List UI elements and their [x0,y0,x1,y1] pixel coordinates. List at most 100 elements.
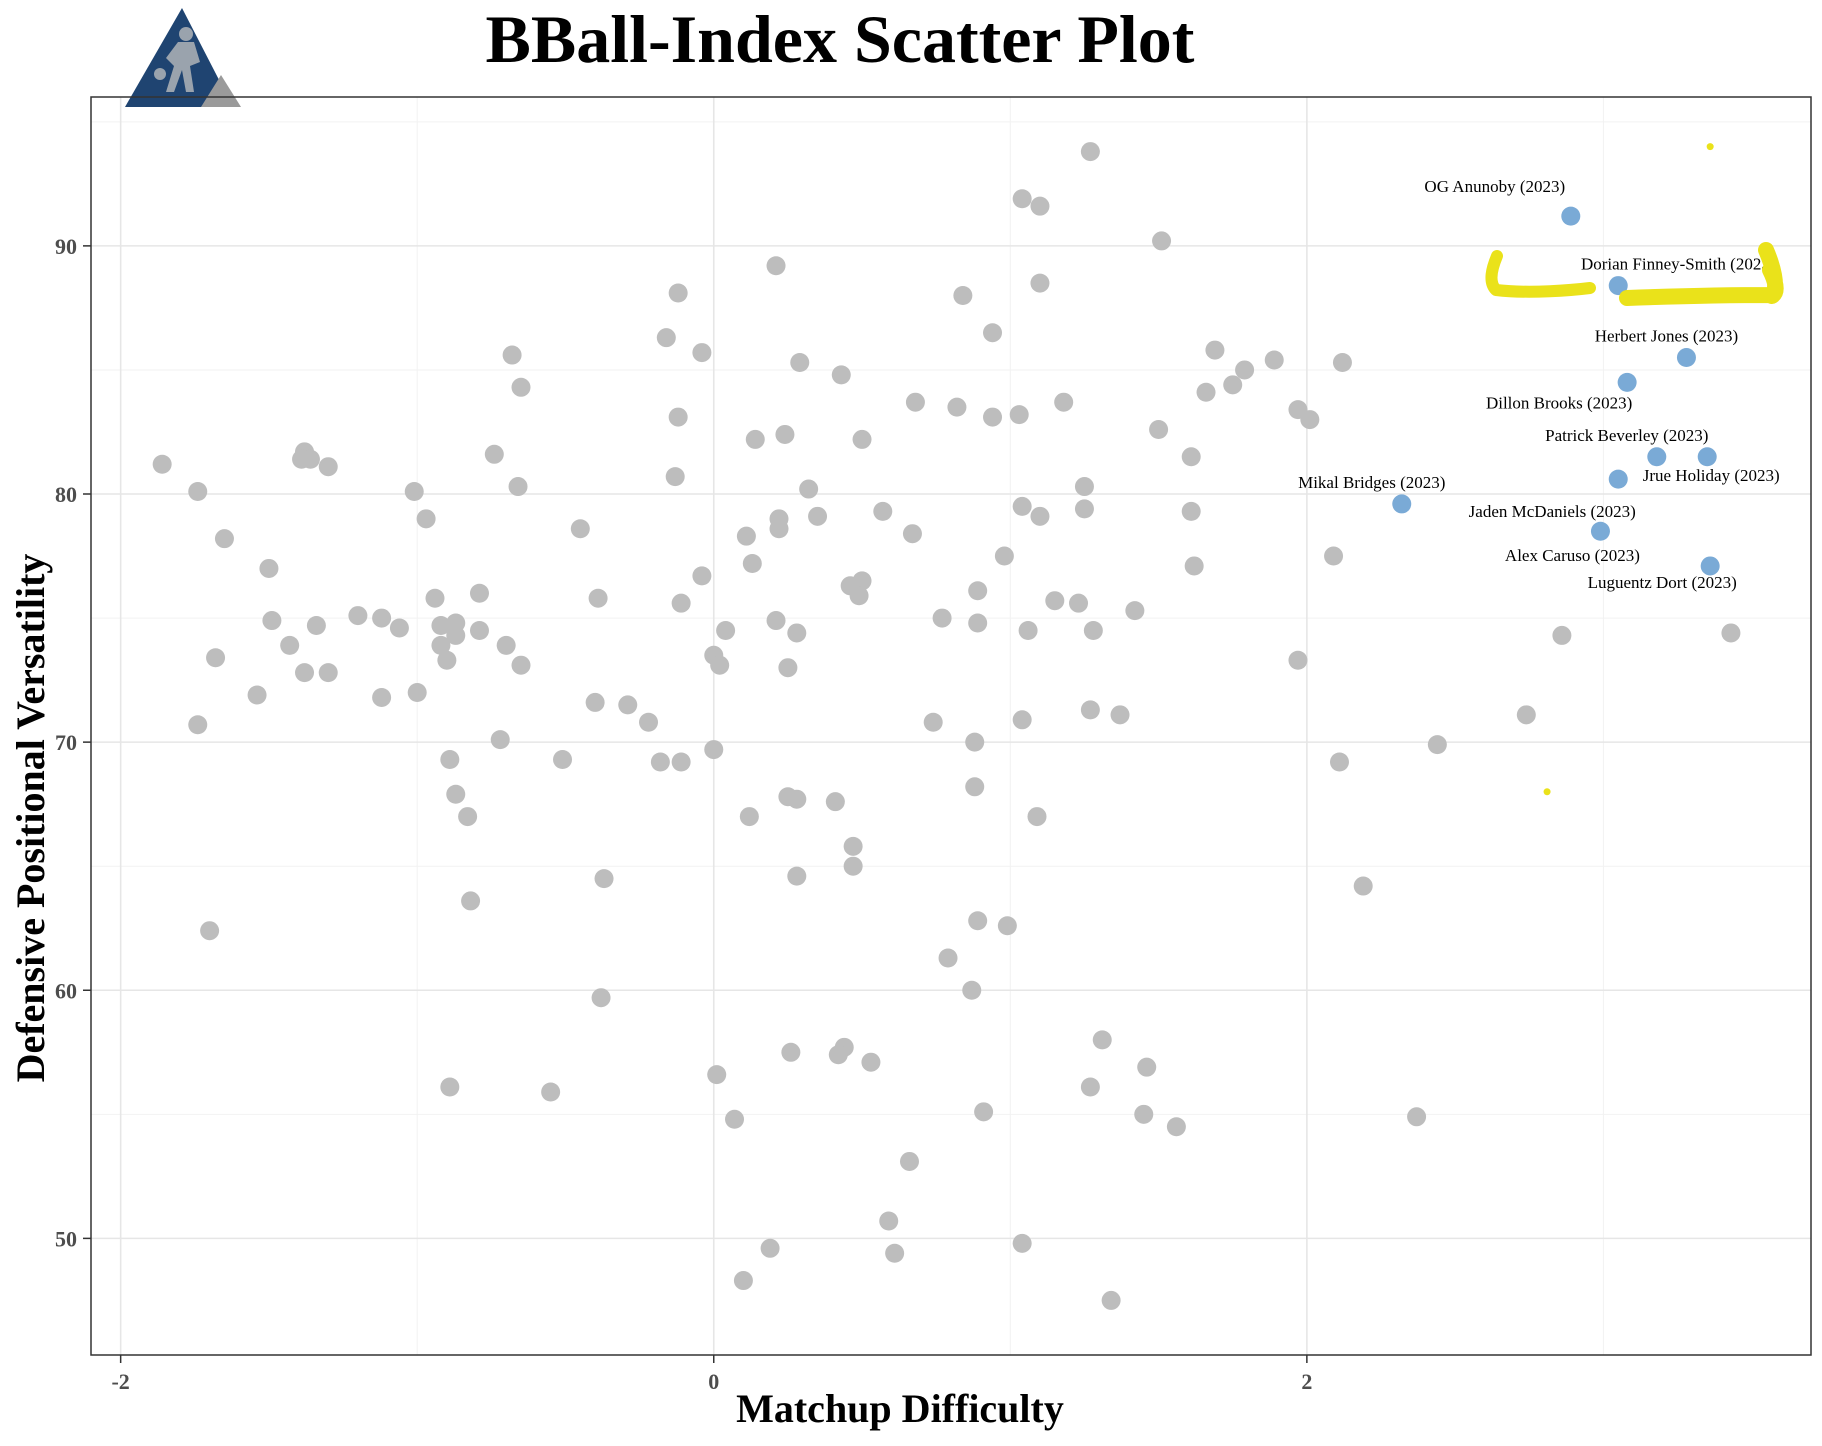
point-labels-layer: OG Anunoby (2023) Dorian Finney-Smith (20… [1298,177,1780,592]
data-point [781,1042,801,1062]
data-point [1012,710,1032,730]
data-point [511,377,531,397]
highlighter-stroke-left [1485,250,1596,298]
data-point [416,509,436,529]
data-point [965,732,985,752]
highlighter-dot [1706,143,1714,151]
data-point [1092,1030,1112,1050]
data-point [968,613,988,633]
data-point [1054,392,1074,412]
data-point [787,623,807,643]
data-point [1329,752,1349,772]
point-label: Jaden McDaniels (2023) [1469,502,1636,521]
data-point [923,712,943,732]
data-point [1407,1107,1427,1127]
data-point [372,687,392,707]
y-tick-label: 60 [55,978,77,1003]
data-point [1110,705,1130,725]
data-point [843,856,863,876]
data-point [787,789,807,809]
data-point [668,283,688,303]
data-point [541,1082,561,1102]
y-axis: 50 60 70 80 90 [55,234,91,1251]
data-point [790,352,810,372]
data-point [671,752,691,772]
data-point [983,407,1003,427]
data-point [1080,1077,1100,1097]
data-point [905,392,925,412]
x-tick-label: 0 [708,1369,719,1394]
data-point [318,457,338,477]
point-label: Dorian Finney-Smith (2023) [1581,255,1776,274]
data-point [1080,142,1100,162]
highlighted-point [1647,447,1667,467]
data-point [1181,501,1201,521]
data-point [458,807,478,827]
y-tick-label: 90 [55,234,77,259]
data-point [825,792,845,812]
data-point [947,397,967,417]
highlighted-point [1700,556,1720,576]
data-point [1288,650,1308,670]
highlighted-point [1608,276,1628,296]
data-point [704,740,724,760]
data-point [656,328,676,348]
data-point [469,620,489,640]
data-point [1027,807,1047,827]
data-point [508,477,528,497]
bball-index-logo [125,8,241,107]
data-point [206,648,226,668]
data-point [152,454,172,474]
data-point [1300,410,1320,430]
data-point [1074,499,1094,519]
data-point [1012,189,1032,209]
logo-player-figure [154,27,200,92]
data-point [710,655,730,675]
data-point [1134,1104,1154,1124]
data-point [588,588,608,608]
data-point [1045,591,1065,611]
data-point [1137,1057,1157,1077]
data-point [665,467,685,487]
data-point [1427,735,1447,755]
data-point [1353,876,1373,896]
data-point [745,429,765,449]
data-point [200,921,220,941]
highlighted-point [1561,206,1581,226]
data-point [1030,273,1050,293]
data-point [404,482,424,502]
data-point [739,807,759,827]
data-point [742,553,762,573]
data-point [983,323,1003,343]
points-layer [152,142,1741,1310]
data-point [938,948,958,968]
data-point [843,836,863,856]
data-point [431,635,451,655]
data-point [440,1077,460,1097]
y-tick-label: 70 [55,730,77,755]
data-point [618,695,638,715]
data-point [1264,350,1284,370]
data-point [725,1109,745,1129]
data-point [885,1243,905,1263]
data-point [594,869,614,889]
data-point [787,866,807,886]
data-point [496,635,516,655]
data-point [425,588,445,608]
data-point [295,663,315,683]
data-point [1012,1233,1032,1253]
y-axis-title: Defensive Positional Versatility [8,554,53,1083]
data-point [766,611,786,631]
data-point [553,749,573,769]
highlighted-point [1697,447,1717,467]
highlight-points-layer [1392,206,1720,576]
data-point [300,449,320,469]
data-point [280,635,300,655]
data-point [372,608,392,628]
plot-panel [90,96,1812,1356]
x-tick-label: -2 [111,1369,129,1394]
highlighted-point [1392,494,1412,514]
data-point [431,616,451,636]
